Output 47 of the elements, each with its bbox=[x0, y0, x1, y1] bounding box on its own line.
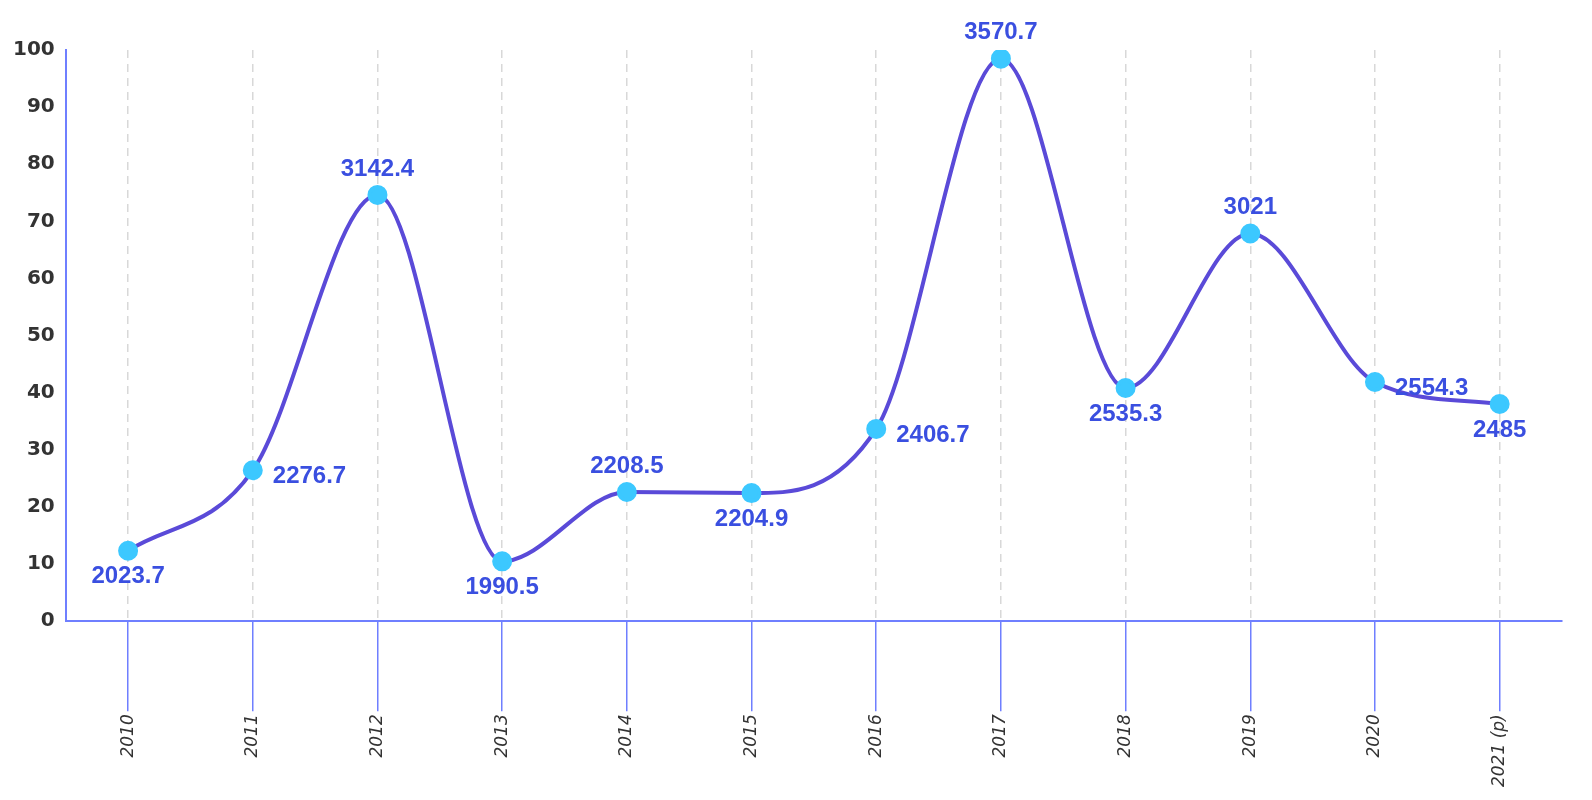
point bbox=[492, 551, 513, 572]
point bbox=[1364, 371, 1385, 392]
y2-tick-label: 70 bbox=[26, 207, 55, 232]
x-tick-label: 2019 bbox=[1238, 714, 1259, 758]
point bbox=[866, 418, 887, 439]
x-tick-label: 2014 bbox=[615, 714, 636, 758]
point bbox=[242, 460, 263, 481]
data-label: 1990.5 bbox=[465, 571, 539, 599]
point bbox=[741, 483, 762, 504]
data-label: 3021 bbox=[1223, 192, 1277, 220]
x-tick-label: 2011 bbox=[241, 714, 262, 758]
x-tick-label: 2017 bbox=[989, 714, 1010, 758]
data-label: 3142.4 bbox=[340, 153, 415, 181]
point bbox=[990, 50, 1011, 69]
data-label: 3570.7 bbox=[964, 17, 1038, 45]
point bbox=[1240, 223, 1261, 244]
data-label: 2554.3 bbox=[1394, 372, 1469, 400]
y2-tick-label: 40 bbox=[26, 378, 55, 403]
x-tick-label: 2021 (p) bbox=[1488, 714, 1509, 788]
data-label: 2276.7 bbox=[272, 460, 347, 488]
y2-tick-label: 50 bbox=[26, 321, 55, 346]
data-label: 2485 bbox=[1472, 414, 1527, 442]
y2-tick-label: 10 bbox=[26, 550, 55, 575]
point bbox=[367, 184, 388, 205]
x-tick-label: 2018 bbox=[1114, 714, 1135, 758]
y2-tick-label: 0 bbox=[40, 607, 55, 632]
y2-tick-label: 90 bbox=[26, 93, 55, 118]
point bbox=[118, 540, 139, 561]
point bbox=[1489, 394, 1510, 415]
x-tick-label: 2016 bbox=[864, 714, 885, 758]
point bbox=[616, 481, 637, 502]
y2-tick-label: 100 bbox=[13, 36, 55, 61]
y2-tick-label: 30 bbox=[26, 436, 55, 461]
y2-tick-label: 20 bbox=[26, 493, 55, 518]
x-tick-label: 2012 bbox=[365, 714, 386, 758]
x-tick-label: 2020 bbox=[1363, 714, 1384, 758]
data-label: 2208.5 bbox=[590, 450, 664, 478]
y2-tick-label: 60 bbox=[26, 264, 55, 289]
data-label: 2023.7 bbox=[91, 561, 165, 589]
data-label: 2406.7 bbox=[896, 419, 970, 447]
x-tick-label: 2013 bbox=[490, 714, 511, 758]
data-label: 2535.3 bbox=[1088, 398, 1163, 426]
x-tick-label: 2010 bbox=[116, 714, 137, 758]
point bbox=[1115, 378, 1136, 399]
x-tick-label: 2015 bbox=[739, 714, 760, 758]
y2-tick-label: 80 bbox=[26, 150, 55, 175]
data-label: 2204.9 bbox=[714, 503, 789, 531]
